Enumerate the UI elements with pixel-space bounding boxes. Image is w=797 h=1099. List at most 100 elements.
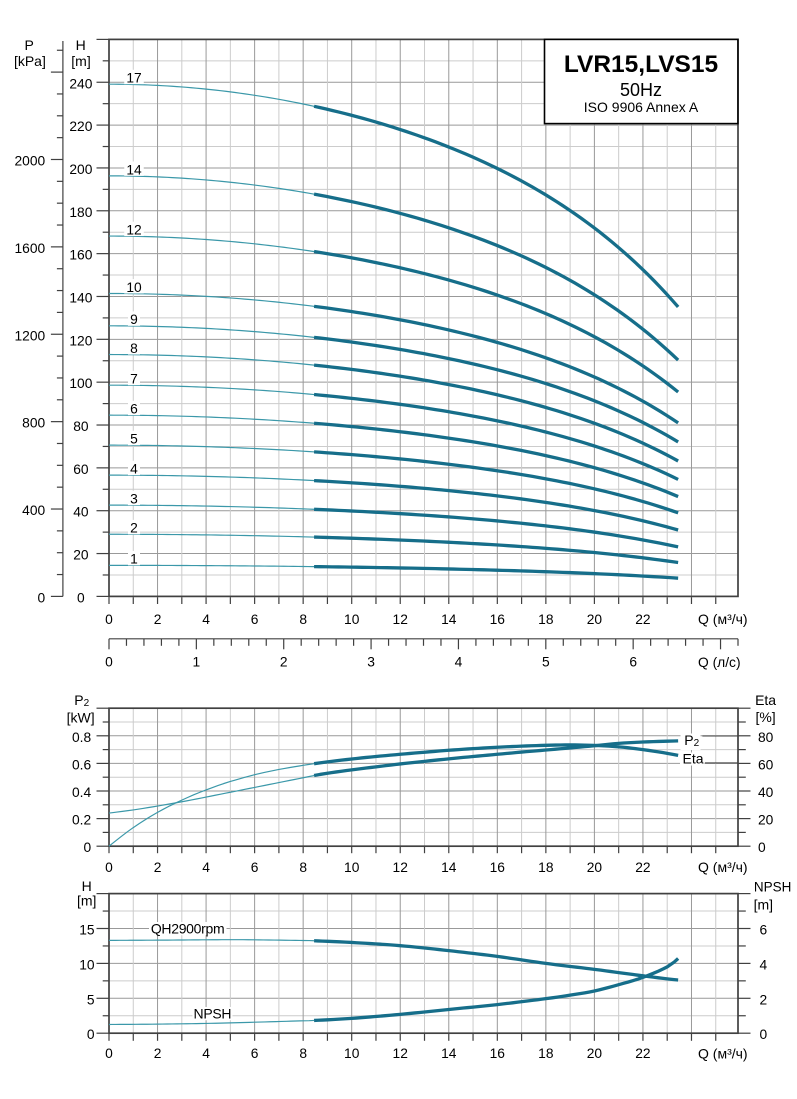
svg-text:8: 8: [130, 341, 138, 356]
svg-text:220: 220: [69, 119, 92, 134]
svg-text:Q (л/с): Q (л/с): [698, 655, 741, 670]
svg-text:17: 17: [126, 71, 141, 86]
svg-text:14: 14: [441, 612, 457, 627]
svg-text:18: 18: [538, 612, 554, 627]
svg-text:120: 120: [69, 333, 92, 348]
svg-text:2: 2: [130, 521, 138, 536]
svg-text:8: 8: [299, 612, 307, 627]
svg-text:40: 40: [758, 785, 774, 800]
svg-text:12: 12: [126, 222, 141, 237]
svg-text:180: 180: [69, 205, 92, 220]
svg-text:9: 9: [130, 312, 138, 327]
svg-text:Eta: Eta: [755, 692, 776, 708]
svg-text:10: 10: [344, 1046, 360, 1061]
svg-text:20: 20: [758, 813, 774, 828]
svg-text:800: 800: [22, 416, 45, 431]
svg-text:80: 80: [73, 419, 89, 434]
svg-text:6: 6: [251, 1046, 259, 1061]
svg-text:22: 22: [635, 1046, 650, 1061]
svg-text:18: 18: [538, 860, 554, 875]
svg-text:6: 6: [251, 860, 259, 875]
svg-text:0.6: 0.6: [72, 757, 92, 772]
svg-text:0: 0: [105, 612, 113, 627]
svg-text:22: 22: [635, 612, 650, 627]
svg-text:160: 160: [69, 248, 92, 263]
svg-text:LVR15,LVS15: LVR15,LVS15: [564, 51, 718, 78]
svg-text:5: 5: [130, 432, 138, 447]
svg-text:18: 18: [538, 1046, 554, 1061]
svg-text:4: 4: [202, 612, 210, 627]
svg-text:60: 60: [73, 462, 89, 477]
svg-text:0: 0: [105, 860, 113, 875]
svg-text:H: H: [82, 878, 92, 894]
svg-text:6: 6: [130, 402, 138, 417]
svg-text:20: 20: [73, 548, 89, 563]
svg-text:15: 15: [79, 923, 95, 938]
svg-text:14: 14: [126, 162, 142, 177]
svg-text:QH2900rpm: QH2900rpm: [151, 920, 225, 936]
svg-text:NPSH: NPSH: [194, 1005, 232, 1021]
svg-text:400: 400: [22, 503, 45, 518]
svg-text:12: 12: [393, 612, 408, 627]
svg-text:[%]: [%]: [755, 709, 775, 725]
svg-text:NPSH: NPSH: [754, 880, 792, 895]
svg-text:40: 40: [73, 505, 89, 520]
svg-text:4: 4: [455, 655, 463, 670]
svg-text:2: 2: [760, 992, 768, 1007]
svg-text:2: 2: [154, 612, 162, 627]
svg-text:6: 6: [760, 923, 768, 938]
svg-text:10: 10: [126, 280, 142, 295]
svg-text:240: 240: [69, 76, 92, 91]
svg-text:4: 4: [130, 462, 138, 477]
svg-text:3: 3: [367, 655, 375, 670]
svg-text:20: 20: [587, 1046, 603, 1061]
svg-text:4: 4: [202, 1046, 210, 1061]
svg-text:50Hz: 50Hz: [620, 80, 662, 100]
svg-text:Q (м³/ч): Q (м³/ч): [698, 1045, 748, 1061]
svg-text:20: 20: [587, 612, 603, 627]
svg-text:1200: 1200: [14, 328, 45, 343]
svg-text:1: 1: [130, 552, 138, 567]
svg-text:140: 140: [69, 290, 92, 305]
svg-text:0: 0: [77, 590, 85, 605]
svg-text:12: 12: [393, 860, 408, 875]
svg-text:1: 1: [193, 655, 201, 670]
svg-text:[kPa]: [kPa]: [14, 53, 46, 69]
svg-text:12: 12: [393, 1046, 408, 1061]
svg-text:ISO 9906 Annex A: ISO 9906 Annex A: [584, 99, 699, 115]
svg-text:0: 0: [87, 1027, 95, 1042]
svg-text:6: 6: [251, 612, 259, 627]
svg-text:8: 8: [299, 1046, 307, 1061]
svg-text:0: 0: [38, 590, 46, 605]
svg-text:4: 4: [202, 860, 210, 875]
svg-text:16: 16: [490, 1046, 506, 1061]
svg-text:0.8: 0.8: [72, 730, 92, 745]
svg-text:3: 3: [130, 492, 138, 507]
svg-text:2: 2: [154, 860, 162, 875]
svg-text:60: 60: [758, 757, 774, 772]
svg-text:6: 6: [629, 655, 637, 670]
svg-text:0: 0: [105, 1046, 113, 1061]
svg-text:2: 2: [280, 655, 288, 670]
svg-text:0: 0: [105, 655, 113, 670]
svg-text:16: 16: [490, 612, 506, 627]
svg-text:2: 2: [154, 1046, 162, 1061]
svg-text:1600: 1600: [14, 241, 45, 256]
svg-text:4: 4: [760, 957, 768, 972]
svg-text:80: 80: [758, 730, 774, 745]
svg-text:0.4: 0.4: [72, 785, 92, 800]
svg-text:16: 16: [490, 860, 506, 875]
svg-text:14: 14: [441, 1046, 457, 1061]
svg-text:Eta: Eta: [683, 751, 704, 767]
svg-text:5: 5: [542, 655, 550, 670]
svg-text:100: 100: [69, 376, 92, 391]
svg-text:H: H: [76, 37, 86, 53]
svg-text:Q (м³/ч): Q (м³/ч): [698, 859, 748, 875]
svg-text:[m]: [m]: [71, 53, 90, 69]
svg-text:2000: 2000: [14, 153, 45, 168]
svg-text:0: 0: [84, 840, 92, 855]
svg-text:0.2: 0.2: [72, 813, 91, 828]
svg-text:Q (м³/ч): Q (м³/ч): [698, 611, 748, 627]
svg-text:10: 10: [344, 612, 360, 627]
svg-text:5: 5: [87, 992, 95, 1007]
